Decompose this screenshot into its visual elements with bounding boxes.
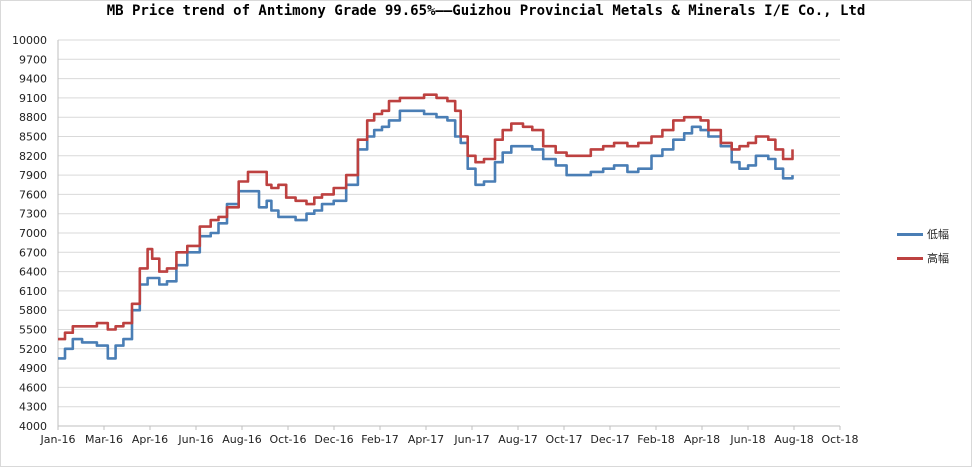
x-tick-label: Jan-16 [40,433,76,446]
y-tick-label: 8200 [19,150,47,163]
x-tick-label: Apr-16 [132,433,168,446]
y-axis: 4000 4300 4600 4900 5200 5500 5800 6100 6400 6700… [12,34,59,433]
legend-item-low: 低幅 [897,222,949,246]
y-tick-label: 9400 [19,73,47,86]
x-tick-label: Aug-16 [222,433,261,446]
y-tick-label: 8800 [19,111,47,124]
chart-title: MB Price trend of Antimony Grade 99.65%—… [106,3,866,19]
series-lines [58,93,794,360]
y-tick-label: 4600 [19,381,47,394]
y-tick-label: 10000 [12,34,47,47]
y-tick-label: 7300 [19,208,47,221]
y-tick-label: 9100 [19,92,47,105]
legend-label-low: 低幅 [927,228,949,241]
y-tick-label: 7000 [19,227,47,240]
x-tick-label: Feb-18 [637,433,674,446]
legend-swatch-low [897,232,923,236]
series-line-high [58,93,794,341]
legend-label-high: 高幅 [927,252,949,265]
y-tick-label: 7600 [19,188,47,201]
y-tick-label: 5500 [19,324,47,337]
x-tick-label: Jun-17 [453,433,489,446]
series-line-low [58,109,794,360]
x-tick-label: Jun-18 [729,433,765,446]
x-axis: Jan-16 Mar-16 Apr-16 Jun-16 Aug-16 Oct-16 Dec-… [40,425,859,446]
legend-item-high: 高幅 [897,246,949,270]
x-tick-label: Dec-17 [590,433,629,446]
x-tick-label: Oct-17 [546,433,583,446]
x-tick-label: Feb-17 [361,433,398,446]
x-tick-label: Aug-18 [774,433,813,446]
y-tick-label: 4900 [19,362,47,375]
y-tick-label: 4000 [19,420,47,433]
y-tick-label: 8500 [19,131,47,144]
y-tick-label: 5200 [19,343,47,356]
x-tick-label: Aug-17 [498,433,537,446]
x-tick-label: Jun-16 [177,433,213,446]
y-tick-label: 5800 [19,304,47,317]
y-tick-label: 7900 [19,169,47,182]
y-tick-label: 9700 [19,53,47,66]
gridlines [58,39,840,427]
y-tick-label: 4300 [19,401,47,414]
x-tick-label: Dec-16 [314,433,353,446]
x-tick-label: Apr-18 [684,433,720,446]
x-tick-label: Oct-16 [270,433,307,446]
x-tick-label: Oct-18 [822,433,859,446]
y-tick-label: 6700 [19,246,47,259]
legend: 低幅 高幅 [897,222,949,270]
y-tick-label: 6100 [19,285,47,298]
legend-swatch-high [897,256,923,260]
x-tick-label: Apr-17 [408,433,444,446]
y-tick-label: 6400 [19,266,47,279]
x-tick-label: Mar-16 [85,433,123,446]
